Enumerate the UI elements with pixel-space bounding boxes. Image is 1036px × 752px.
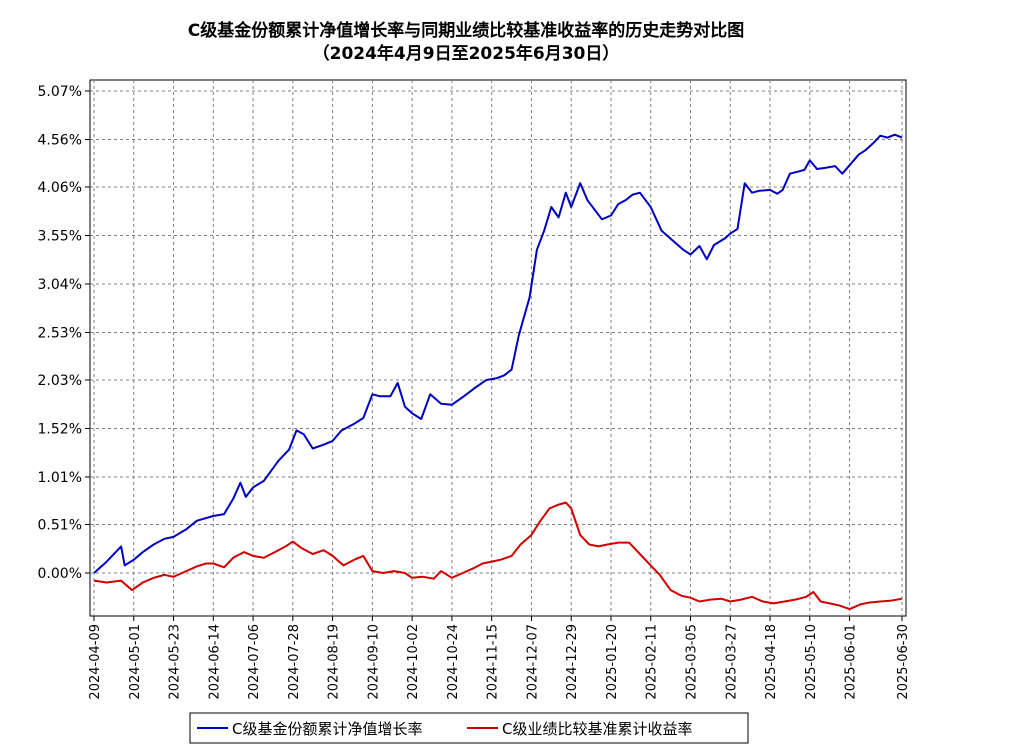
x-tick-label: 2025-05-10 (804, 624, 819, 700)
y-tick-label: 4.56% (38, 132, 82, 148)
x-tick-label: 2024-06-14 (207, 624, 222, 700)
y-tick-label: 3.55% (38, 229, 82, 245)
x-axis-ticks: 2024-04-09 2024-05-01 2024-05-23 2024-06-14… (88, 616, 911, 700)
y-tick-label: 0.00% (38, 566, 82, 582)
x-tick-label: 2024-07-28 (287, 624, 302, 700)
legend: C级基金份额累计净值增长率 C级业绩比较基准累计收益率 (189, 712, 749, 744)
legend-label-series-2: C级业绩比较基准累计收益率 (502, 720, 692, 738)
x-tick-label: 2025-04-18 (764, 624, 779, 700)
x-tick-label: 2025-03-05 (685, 624, 700, 700)
x-tick-label: 2024-10-24 (446, 624, 461, 700)
plot-area (89, 79, 907, 617)
y-tick-label: 4.06% (38, 180, 82, 196)
series-line-1 (93, 133, 903, 574)
series-line-2 (93, 501, 903, 611)
legend-label-series-1: C级基金份额累计净值增长率 (232, 720, 422, 738)
y-tick-label: 1.01% (38, 470, 82, 486)
x-tick-label: 2024-10-02 (406, 624, 421, 700)
chart-subtitle: （2024年4月9日至2025年6月30日） (313, 43, 620, 64)
x-tick-label: 2024-12-29 (565, 624, 580, 700)
chart-title: C级基金份额累计净值增长率与同期业绩比较基准收益率的历史走势对比图 (188, 20, 744, 41)
y-tick-label: 3.04% (38, 277, 82, 293)
x-tick-label: 2025-03-27 (724, 624, 739, 700)
x-tick-label: 2024-12-07 (525, 624, 540, 700)
x-tick-label: 2024-05-01 (128, 624, 143, 700)
x-tick-label: 2024-09-10 (366, 624, 381, 700)
y-tick-label: 2.53% (38, 325, 82, 341)
x-tick-label: 2024-07-06 (247, 624, 262, 700)
x-tick-label: 2024-08-19 (327, 624, 342, 700)
x-tick-label: 2025-02-11 (645, 624, 660, 700)
grid-lines (90, 80, 906, 616)
y-tick-label: 0.51% (38, 518, 82, 534)
x-tick-label: 2024-11-15 (486, 624, 501, 700)
y-axis-ticks: 5.07% 4.56% 4.06% 3.55% 3.04% 2.53% 2.03% 1.52%… (38, 84, 90, 582)
y-tick-label: 1.52% (38, 421, 82, 437)
x-tick-label: 2024-05-23 (168, 624, 183, 700)
y-tick-label: 5.07% (38, 84, 82, 100)
y-tick-label: 2.03% (38, 373, 82, 389)
x-tick-label: 2025-06-01 (844, 624, 859, 700)
x-tick-label: 2024-04-09 (88, 624, 103, 700)
series-lines (93, 133, 903, 611)
x-tick-label: 2025-01-20 (605, 624, 620, 700)
x-tick-label: 2025-06-30 (896, 624, 911, 700)
